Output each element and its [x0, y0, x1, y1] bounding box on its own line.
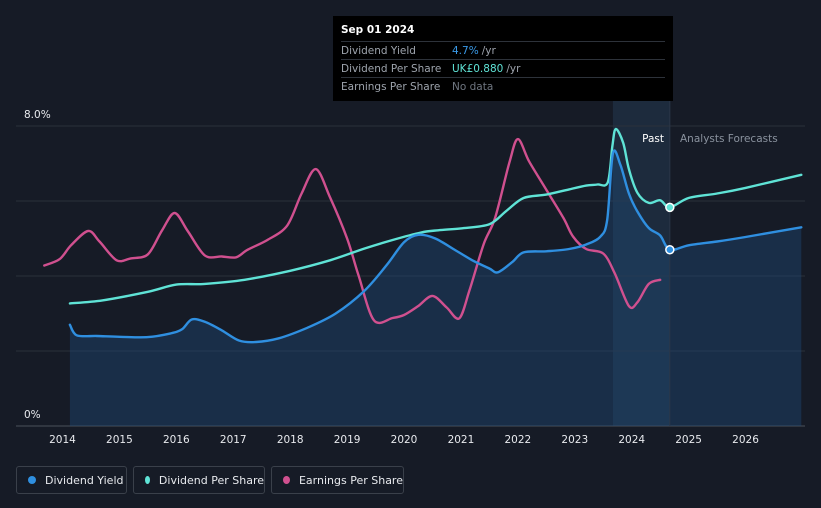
dividend-yield-marker	[665, 245, 675, 255]
period-past-label: Past	[642, 133, 664, 145]
earnings-per-share-dot-icon	[283, 476, 290, 484]
dividend-per-share-dot-icon	[145, 476, 150, 484]
dividend-per-share-line	[68, 127, 803, 305]
legend-earnings-per-share[interactable]: Earnings Per Share	[271, 466, 404, 494]
earnings-per-share-line	[43, 137, 662, 325]
legend-label: Dividend Yield	[45, 473, 124, 487]
x-tick-label: 2019	[334, 434, 361, 446]
x-axis-ticks: 2014 2015 2016 2017 2018 2019 2020 2021 2022 2023…	[49, 434, 759, 446]
x-tick-label: 2016	[163, 434, 190, 446]
hover-markers	[665, 202, 675, 255]
x-tick-label: 2023	[561, 434, 588, 446]
tooltip-label: Dividend Yield	[341, 45, 416, 57]
x-tick-label: 2014	[49, 434, 76, 446]
dividend-per-share-marker	[665, 202, 675, 213]
tooltip-row-earnings-per-share: Earnings Per Share No data	[341, 77, 665, 96]
tooltip-label: Dividend Per Share	[341, 63, 442, 75]
series-lines	[43, 127, 803, 344]
legend-dividend-yield[interactable]: Dividend Yield	[16, 466, 127, 494]
x-tick-label: 2021	[448, 434, 475, 446]
x-tick-label: 2024	[618, 434, 645, 446]
tooltip-value: No data	[452, 81, 494, 93]
period-forecast-label: Analysts Forecasts	[680, 133, 778, 145]
forecast-shade	[612, 100, 670, 426]
x-tick-label: 2022	[504, 434, 531, 446]
dividend-yield-area	[69, 150, 802, 426]
y-tick-max: 8.0%	[24, 109, 51, 121]
x-tick-label: 2026	[732, 434, 759, 446]
legend-label: Dividend Per Share	[158, 473, 264, 487]
gridlines	[16, 125, 805, 427]
dividend-yield-line	[68, 149, 803, 344]
x-tick-label: 2015	[106, 434, 133, 446]
x-tick-label: 2020	[391, 434, 418, 446]
x-tick-label: 2018	[277, 434, 304, 446]
legend-label: Earnings Per Share	[298, 473, 403, 487]
tooltip-value: 4.7%/yr	[452, 45, 496, 57]
tooltip-label: Earnings Per Share	[341, 81, 441, 93]
tooltip-row-dividend-per-share: Dividend Per Share UK£0.880/yr	[341, 59, 665, 78]
x-tick-label: 2025	[675, 434, 702, 446]
x-tick-label: 2017	[220, 434, 247, 446]
dividend-yield-dot-icon	[28, 476, 36, 484]
tooltip: Sep 01 2024 Dividend Yield 4.7%/yr Divid…	[333, 16, 673, 101]
tooltip-row-dividend-yield: Dividend Yield 4.7%/yr	[341, 41, 665, 60]
area-fills	[69, 150, 802, 426]
tooltip-date: Sep 01 2024	[341, 24, 415, 36]
legend-dividend-per-share[interactable]: Dividend Per Share	[133, 466, 265, 494]
y-tick-min: 0%	[24, 409, 41, 421]
tooltip-value: UK£0.880/yr	[452, 63, 521, 75]
